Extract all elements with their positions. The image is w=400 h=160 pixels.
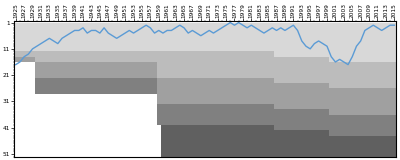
Bar [39,52,157,62]
Bar [35,52,39,62]
Bar [161,125,274,157]
Bar [161,52,274,78]
Bar [14,52,35,57]
Bar [157,52,161,78]
Bar [274,83,329,109]
Bar [161,78,274,104]
Bar [329,115,396,136]
Bar [157,23,161,52]
Bar [14,23,35,52]
Bar [329,136,396,157]
Bar [39,62,157,78]
Bar [161,104,274,125]
Bar [329,88,396,115]
Bar [14,57,35,62]
Bar [274,109,329,130]
Bar [157,104,161,125]
Bar [39,23,157,52]
Bar [274,23,329,57]
Bar [35,23,39,52]
Bar [329,62,396,88]
Bar [274,130,329,157]
Bar [157,78,161,104]
Bar [329,23,396,62]
Bar [161,23,274,52]
Bar [35,62,39,78]
Bar [39,78,157,94]
Bar [35,78,39,94]
Bar [274,57,329,83]
